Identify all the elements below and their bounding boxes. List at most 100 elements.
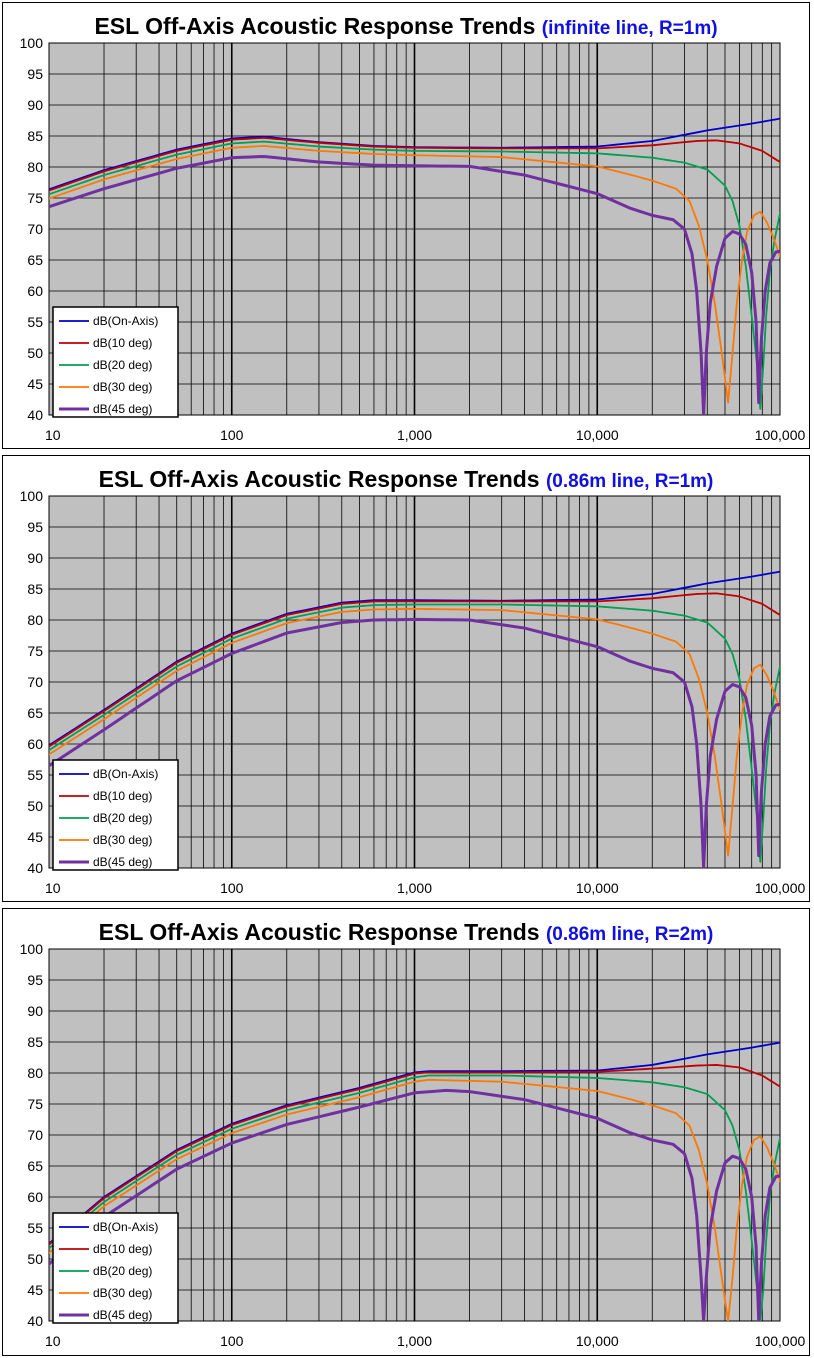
series-line-db-20-deg-	[49, 140, 780, 410]
legend-label: dB(30 deg)	[93, 833, 152, 847]
x-tick-label: 100,000	[755, 880, 806, 896]
y-tick-label: 95	[27, 66, 43, 82]
series-line-db-45-deg-	[49, 1088, 780, 1321]
y-tick-label: 80	[27, 612, 43, 628]
y-tick-label: 70	[27, 674, 43, 690]
chart-panel-086m-line-r1m: ESL Off-Axis Acoustic Response Trends (0…	[2, 455, 810, 902]
series-line-db-45-deg-	[49, 154, 780, 415]
y-tick-label: 60	[27, 1189, 43, 1205]
y-tick-label: 40	[27, 1313, 43, 1329]
legend-label: dB(On-Axis)	[93, 314, 158, 328]
chart-title-subtitle: (0.86m line, R=1m)	[546, 471, 713, 492]
y-tick-label: 60	[27, 283, 43, 299]
x-tick-label: 100,000	[755, 427, 806, 443]
y-tick-label: 90	[27, 1003, 43, 1019]
y-tick-label: 75	[27, 190, 43, 206]
y-tick-label: 55	[27, 1220, 43, 1236]
chart-title-main: ESL Off-Axis Acoustic Response Trends	[94, 13, 541, 39]
legend-label: dB(30 deg)	[93, 380, 152, 394]
chart-title: ESL Off-Axis Acoustic Response Trends (0…	[99, 919, 714, 945]
chart-title-subtitle: (0.86m line, R=2m)	[546, 924, 713, 945]
y-tick-label: 45	[27, 829, 43, 845]
y-tick-label: 70	[27, 1127, 43, 1143]
y-gridlines	[49, 495, 780, 869]
y-tick-label: 100	[20, 941, 44, 957]
y-tick-label: 40	[27, 860, 43, 876]
series-line-db-20-deg-	[49, 1074, 780, 1321]
y-tick-label: 90	[27, 550, 43, 566]
y-tick-label: 50	[27, 798, 43, 814]
legend-label: dB(10 deg)	[93, 789, 152, 803]
series-line-db-30-deg-	[49, 1078, 780, 1321]
legend-label: dB(45 deg)	[93, 1308, 152, 1322]
x-tick-label: 100	[220, 880, 244, 896]
y-tick-label: 40	[27, 407, 43, 423]
x-tick-label: 100	[220, 427, 244, 443]
y-tick-label: 50	[27, 345, 43, 361]
legend: dB(On-Axis) dB(10 deg) dB(20 deg) dB(30 deg…	[52, 759, 179, 871]
x-tick-label: 10	[45, 880, 61, 896]
legend: dB(On-Axis) dB(10 deg) dB(20 deg) dB(30 deg…	[52, 1212, 179, 1324]
x-tick-label: 1,000	[397, 880, 432, 896]
y-tick-label: 100	[20, 35, 44, 51]
legend-label: dB(45 deg)	[93, 855, 152, 869]
series-line-db-30-deg-	[49, 607, 780, 857]
y-tick-label: 65	[27, 252, 43, 268]
y-tick-label: 60	[27, 736, 43, 752]
x-tick-label: 10,000	[576, 1333, 619, 1349]
y-tick-label: 65	[27, 1158, 43, 1174]
x-tick-label: 10	[45, 427, 61, 443]
y-tick-label: 45	[27, 376, 43, 392]
series-line-db-on-axis-	[49, 1041, 780, 1245]
legend-label: dB(On-Axis)	[93, 1220, 158, 1234]
legend-label: dB(20 deg)	[93, 358, 152, 372]
plot-border	[48, 948, 781, 1322]
legend-label: dB(20 deg)	[93, 1264, 152, 1278]
legend-label: dB(10 deg)	[93, 1242, 152, 1256]
series-line-db-10-deg-	[49, 136, 780, 192]
series-line-db-45-deg-	[49, 617, 780, 868]
y-tick-label: 100	[20, 488, 44, 504]
plot-border	[48, 495, 781, 869]
y-tick-label: 85	[27, 128, 43, 144]
x-tick-label: 10,000	[576, 880, 619, 896]
series-line-db-20-deg-	[49, 603, 780, 863]
y-tick-label: 65	[27, 705, 43, 721]
legend-label: dB(10 deg)	[93, 336, 152, 350]
legend-label: dB(45 deg)	[93, 402, 152, 416]
plot-border	[48, 42, 781, 416]
x-tick-label: 1,000	[397, 427, 432, 443]
y-tick-label: 70	[27, 221, 43, 237]
series-line-db-30-deg-	[49, 145, 780, 404]
y-tick-label: 75	[27, 643, 43, 659]
x-tick-label: 100,000	[755, 1333, 806, 1349]
y-tick-label: 45	[27, 1282, 43, 1298]
chart-title-main: ESL Off-Axis Acoustic Response Trends	[99, 466, 546, 492]
y-tick-label: 50	[27, 1251, 43, 1267]
x-tick-label: 10,000	[576, 427, 619, 443]
chart-title: ESL Off-Axis Acoustic Response Trends (i…	[94, 13, 717, 39]
y-tick-label: 55	[27, 767, 43, 783]
series-line-db-10-deg-	[49, 592, 780, 748]
chart-svg: ESL Off-Axis Acoustic Response Trends (i…	[20, 13, 806, 443]
chart-title: ESL Off-Axis Acoustic Response Trends (0…	[99, 466, 714, 492]
x-tick-label: 1,000	[397, 1333, 432, 1349]
y-tick-label: 95	[27, 519, 43, 535]
series-line-db-on-axis-	[49, 570, 780, 747]
chart-svg: ESL Off-Axis Acoustic Response Trends (0…	[20, 466, 806, 896]
legend-label: dB(20 deg)	[93, 811, 152, 825]
y-tick-label: 95	[27, 972, 43, 988]
y-tick-label: 85	[27, 1034, 43, 1050]
chart-svg: ESL Off-Axis Acoustic Response Trends (0…	[20, 919, 806, 1349]
chart-title-main: ESL Off-Axis Acoustic Response Trends	[99, 919, 546, 945]
y-tick-label: 90	[27, 97, 43, 113]
legend: dB(On-Axis) dB(10 deg) dB(20 deg) dB(30 deg…	[52, 306, 179, 418]
y-tick-label: 55	[27, 314, 43, 330]
series-line-db-10-deg-	[49, 1064, 780, 1246]
legend-label: dB(On-Axis)	[93, 767, 158, 781]
chart-title-subtitle: (infinite line, R=1m)	[542, 18, 718, 39]
x-tick-label: 10	[45, 1333, 61, 1349]
legend-label: dB(30 deg)	[93, 1286, 152, 1300]
y-tick-label: 80	[27, 159, 43, 175]
chart-panel-086m-line-r2m: ESL Off-Axis Acoustic Response Trends (0…	[2, 908, 810, 1356]
